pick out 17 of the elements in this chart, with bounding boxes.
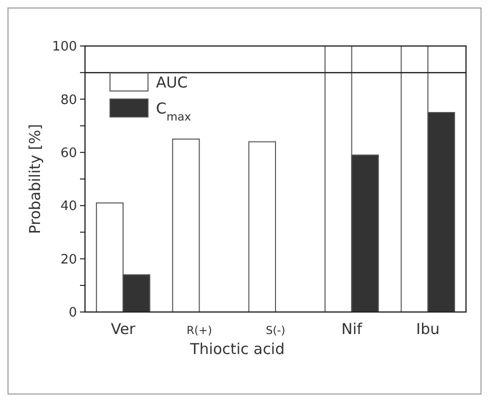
x-tick-label: R(+) xyxy=(186,324,212,337)
x-tick-label: Ver xyxy=(110,320,136,338)
x-axis-title: Thioctic acid xyxy=(189,340,285,358)
bar xyxy=(248,141,276,312)
y-tick-label: 100 xyxy=(52,40,77,55)
y-tick-label: 60 xyxy=(60,146,77,161)
y-tick-label: 80 xyxy=(60,92,77,108)
x-tick-label: S(-) xyxy=(266,324,286,337)
y-tick-label: 0 xyxy=(68,306,77,321)
y-axis-title: Probability [%] xyxy=(26,124,44,234)
x-tick-label: Nif xyxy=(341,320,363,338)
legend-label: C$_{max}$ xyxy=(156,99,192,123)
y-tick-label: 20 xyxy=(60,252,77,268)
x-tick-label: Ibu xyxy=(416,320,440,338)
legend-label: AUC xyxy=(156,73,188,92)
y-tick-label: 40 xyxy=(60,199,77,214)
bar xyxy=(172,138,200,312)
